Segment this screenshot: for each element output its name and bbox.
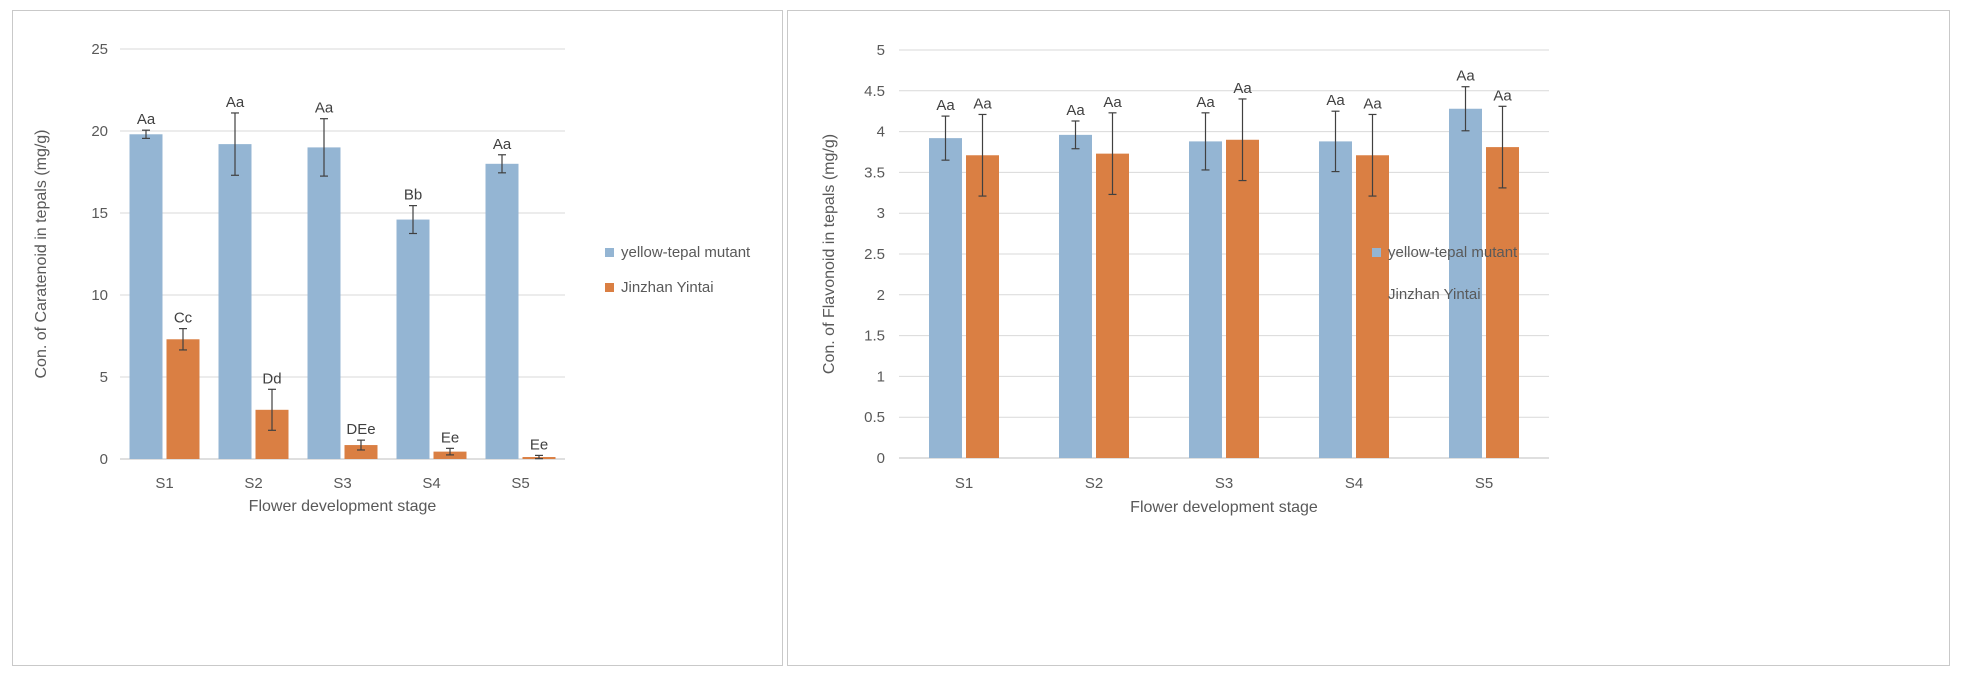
y-tick-label: 5 xyxy=(877,42,885,59)
flavonoid-chart-panel: 0 0.5 1 1.5 2 2.5 3 3.5 4 4.5 5 S1 Aa Aa S2 Aa Aa S3 Aa Aa S… xyxy=(787,10,1950,666)
x-tick-label: S5 xyxy=(1475,475,1493,492)
y-tick-label: 25 xyxy=(91,41,108,58)
bar-jinzhan-s1 xyxy=(966,155,999,458)
x-tick-label: S3 xyxy=(333,475,351,492)
significance-label: Aa xyxy=(1066,102,1085,119)
significance-label: Aa xyxy=(936,97,955,114)
legend-swatch-mutant xyxy=(1372,248,1381,257)
carotenoid-chart-panel: 0 5 10 15 20 25 S1 Aa Cc S2 Aa Dd S3 Aa DEe S4 Bb Ee S5 Aa E… xyxy=(12,10,783,666)
bar-mutant-s5 xyxy=(1449,108,1482,458)
significance-label: Aa xyxy=(973,95,992,112)
x-tick-label: S4 xyxy=(1345,475,1363,492)
y-axis-title: Con. of Caratenoid in tepals (mg/g) xyxy=(33,129,50,378)
bar-mutant-s2 xyxy=(218,144,252,459)
x-tick-label: S1 xyxy=(955,475,973,492)
significance-label: Aa xyxy=(1103,94,1122,111)
x-tick-label: S2 xyxy=(244,475,262,492)
y-tick-label: 10 xyxy=(91,287,108,304)
legend-label-jinzhan: Jinzhan Yintai xyxy=(1388,286,1481,303)
y-tick-label: 0 xyxy=(877,450,885,467)
bar-mutant-s5 xyxy=(485,163,519,460)
y-tick-label: 1 xyxy=(877,368,885,385)
y-tick-label: 4 xyxy=(877,124,885,141)
bar-mutant-s3 xyxy=(307,147,341,459)
bar-mutant-s1 xyxy=(129,134,163,459)
bar-jinzhan-s1 xyxy=(166,339,200,459)
significance-label: Aa xyxy=(226,94,245,111)
significance-label: Cc xyxy=(174,310,193,327)
y-tick-label: 3 xyxy=(877,205,885,222)
significance-label: Aa xyxy=(1233,80,1252,97)
significance-label: Aa xyxy=(315,100,334,117)
significance-label: Aa xyxy=(1196,94,1215,111)
flavonoid-chart: 0 0.5 1 1.5 2 2.5 3 3.5 4 4.5 5 S1 Aa Aa S2 Aa Aa S3 Aa Aa S… xyxy=(821,42,1549,516)
significance-label: Aa xyxy=(1326,92,1345,109)
bar-jinzhan-s5 xyxy=(1486,147,1519,458)
bar-jinzhan-s3 xyxy=(344,445,378,459)
bar-mutant-s3 xyxy=(1189,141,1222,458)
significance-label: Aa xyxy=(1363,95,1382,112)
bar-mutant-s1 xyxy=(929,138,962,458)
y-tick-label: 20 xyxy=(91,123,108,140)
significance-label: Aa xyxy=(137,111,156,128)
legend-swatch-jinzhan xyxy=(1372,290,1381,299)
y-tick-label: 2.5 xyxy=(864,246,885,263)
x-tick-label: S5 xyxy=(511,475,529,492)
significance-label: Bb xyxy=(404,187,422,204)
legend-label-mutant: yellow-tepal mutant xyxy=(1388,244,1518,261)
x-axis-title: Flower development stage xyxy=(1130,499,1318,516)
y-axis-title: Con. of Flavonoid in tepals (mg/g) xyxy=(821,134,838,374)
y-tick-label: 3.5 xyxy=(864,164,885,181)
y-tick-label: 4.5 xyxy=(864,83,885,100)
x-tick-label: S4 xyxy=(422,475,440,492)
y-tick-label: 1.5 xyxy=(864,328,885,345)
significance-label: Aa xyxy=(1493,87,1512,104)
bar-mutant-s2 xyxy=(1059,134,1092,458)
bar-mutant-s4 xyxy=(396,219,430,459)
bar-mutant-s4 xyxy=(1319,141,1352,458)
significance-label: Dd xyxy=(262,370,281,387)
y-tick-label: 5 xyxy=(100,369,108,386)
y-tick-label: 0.5 xyxy=(864,409,885,426)
legend-swatch-mutant xyxy=(605,248,614,257)
x-tick-label: S1 xyxy=(155,475,173,492)
significance-label: Ee xyxy=(441,429,459,446)
legend-label-jinzhan: Jinzhan Yintai xyxy=(621,279,714,296)
y-tick-label: 2 xyxy=(877,287,885,304)
x-tick-label: S3 xyxy=(1215,475,1233,492)
bar-jinzhan-s4 xyxy=(1356,155,1389,458)
x-axis-title: Flower development stage xyxy=(249,498,437,515)
significance-label: DEe xyxy=(346,421,375,438)
bar-jinzhan-s2 xyxy=(1096,153,1129,458)
significance-label: Aa xyxy=(1456,68,1475,85)
carotenoid-chart: 0 5 10 15 20 25 S1 Aa Cc S2 Aa Dd S3 Aa DEe S4 Bb Ee S5 Aa E… xyxy=(33,41,751,515)
significance-label: Aa xyxy=(493,136,512,153)
significance-label: Ee xyxy=(530,436,548,453)
legend-label-mutant: yellow-tepal mutant xyxy=(621,244,751,261)
y-tick-label: 15 xyxy=(91,205,108,222)
x-tick-label: S2 xyxy=(1085,475,1103,492)
bar-jinzhan-s3 xyxy=(1226,139,1259,458)
legend-swatch-jinzhan xyxy=(605,283,614,292)
y-tick-label: 0 xyxy=(100,451,108,468)
